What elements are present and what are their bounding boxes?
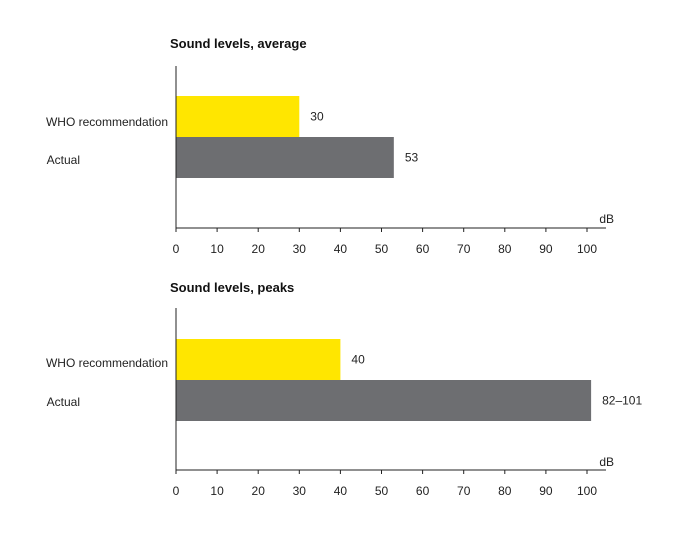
x-ticks-group: 0 10 20 30 40 50 60 70 80 90 100 — [173, 470, 597, 498]
x-tick-label: 90 — [539, 484, 553, 498]
bar — [176, 96, 300, 137]
bars-group — [176, 339, 592, 421]
x-tick-label: 80 — [498, 484, 512, 498]
x-tick-label: 40 — [334, 484, 348, 498]
x-tick-label: 70 — [457, 484, 471, 498]
x-axis-unit: dB — [599, 212, 614, 226]
chart-panel-average: Sound levels, average WHO recommendation… — [46, 36, 614, 256]
bar — [176, 137, 394, 178]
x-tick-label: 30 — [293, 242, 307, 256]
value-labels-group: 30 53 — [310, 110, 418, 165]
bars-group — [176, 96, 394, 178]
chart-title: Sound levels, peaks — [170, 280, 294, 295]
x-tick-label: 20 — [252, 484, 266, 498]
x-tick-label: 30 — [293, 484, 307, 498]
category-label: WHO recommendation — [46, 115, 168, 129]
x-tick-label: 80 — [498, 242, 512, 256]
x-tick-label: 100 — [577, 484, 597, 498]
x-tick-label: 10 — [210, 484, 224, 498]
x-tick-label: 40 — [334, 242, 348, 256]
x-tick-label: 0 — [173, 242, 180, 256]
bar — [176, 339, 341, 380]
x-tick-label: 70 — [457, 242, 471, 256]
category-label: Actual — [47, 153, 80, 167]
value-label: 53 — [405, 151, 419, 165]
x-tick-label: 20 — [252, 242, 266, 256]
value-label: 40 — [351, 353, 365, 367]
chart-title: Sound levels, average — [170, 36, 307, 51]
bar — [176, 380, 592, 421]
x-axis-unit: dB — [599, 455, 614, 469]
x-tick-label: 50 — [375, 484, 389, 498]
value-labels-group: 40 82–101 — [351, 353, 642, 408]
value-label: 30 — [310, 110, 324, 124]
category-label: WHO recommendation — [46, 356, 168, 370]
x-ticks-group: 0 10 20 30 40 50 60 70 80 90 100 — [173, 228, 597, 256]
x-tick-label: 50 — [375, 242, 389, 256]
category-label: Actual — [47, 395, 80, 409]
value-label: 82–101 — [602, 394, 642, 408]
x-tick-label: 90 — [539, 242, 553, 256]
x-tick-label: 60 — [416, 242, 430, 256]
x-tick-label: 10 — [210, 242, 224, 256]
x-tick-label: 60 — [416, 484, 430, 498]
x-tick-label: 0 — [173, 484, 180, 498]
chart-panel-peaks: Sound levels, peaks WHO recommendation A… — [46, 280, 643, 498]
x-tick-label: 100 — [577, 242, 597, 256]
